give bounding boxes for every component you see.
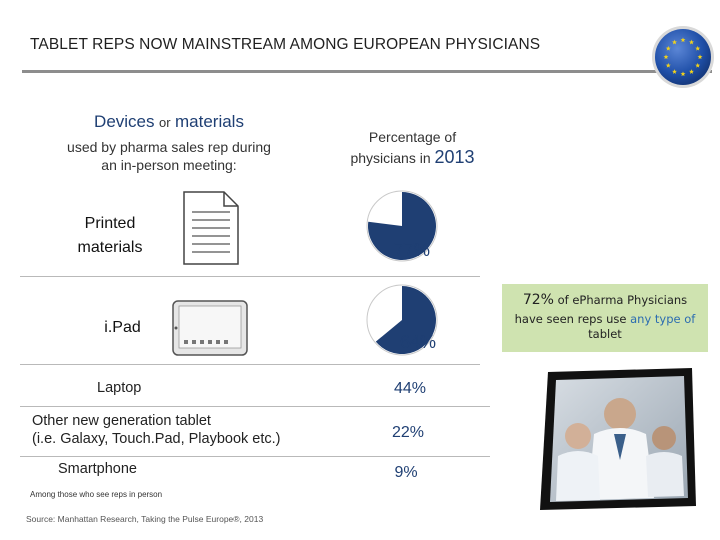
label-printed-materials: Printed materials: [55, 212, 165, 260]
or-word: or: [159, 115, 171, 130]
devices-header: Devices or materials used by pharma sale…: [40, 112, 298, 174]
callout-value: 72%: [523, 292, 554, 308]
value-laptop: 44%: [380, 380, 440, 398]
devices-subtitle-2: an in-person meeting:: [40, 156, 298, 174]
row-divider: [20, 276, 480, 277]
callout-line3: tablet: [588, 327, 622, 341]
value-printed-materials: 77%: [390, 240, 434, 261]
page-title: TABLET REPS NOW MAINSTREAM AMONG EUROPEA…: [30, 36, 540, 54]
value-ipad: 64%: [396, 332, 440, 353]
eu-flag-logo: [650, 24, 716, 90]
value-smartphone: 9%: [376, 464, 436, 482]
callout-line2: have seen reps use: [515, 312, 627, 326]
row-divider: [20, 406, 490, 407]
row-divider: [20, 364, 480, 365]
source-citation: Source: Manhattan Research, Taking the P…: [26, 514, 263, 524]
footnote: Among those who see reps in person: [30, 490, 162, 499]
callout-box: 72% of ePharma Physicians have seen reps…: [502, 284, 708, 352]
devices-subtitle-1: used by pharma sales rep during: [40, 138, 298, 156]
label-other-tablet-line2: (i.e. Galaxy, Touch.Pad, Playbook etc.): [32, 430, 281, 448]
label-laptop: Laptop: [97, 380, 141, 396]
callout-accent: any type of: [630, 312, 695, 326]
row-divider: [20, 456, 490, 457]
label-smartphone: Smartphone: [58, 461, 137, 477]
value-other-tablet: 22%: [378, 424, 438, 442]
percentage-header: Percentage of physicians in 2013: [330, 128, 495, 167]
ipad-icon: [172, 300, 248, 356]
materials-word: materials: [175, 112, 244, 131]
title-divider: [22, 70, 712, 73]
label-other-tablet: Other new generation tablet (i.e. Galaxy…: [32, 412, 281, 448]
label-printed-line2: materials: [55, 236, 165, 260]
percentage-header-line2: physicians in: [350, 150, 430, 166]
label-ipad: i.Pad: [80, 316, 165, 340]
label-printed-line1: Printed: [55, 212, 165, 236]
percentage-header-year: 2013: [435, 147, 475, 167]
tablet-doctors-image: [530, 364, 700, 514]
callout-line1: of ePharma Physicians: [558, 293, 688, 307]
percentage-header-line1: Percentage of: [330, 128, 495, 146]
devices-word: Devices: [94, 112, 154, 131]
document-icon: [180, 190, 242, 268]
label-other-tablet-line1: Other new generation tablet: [32, 412, 281, 430]
